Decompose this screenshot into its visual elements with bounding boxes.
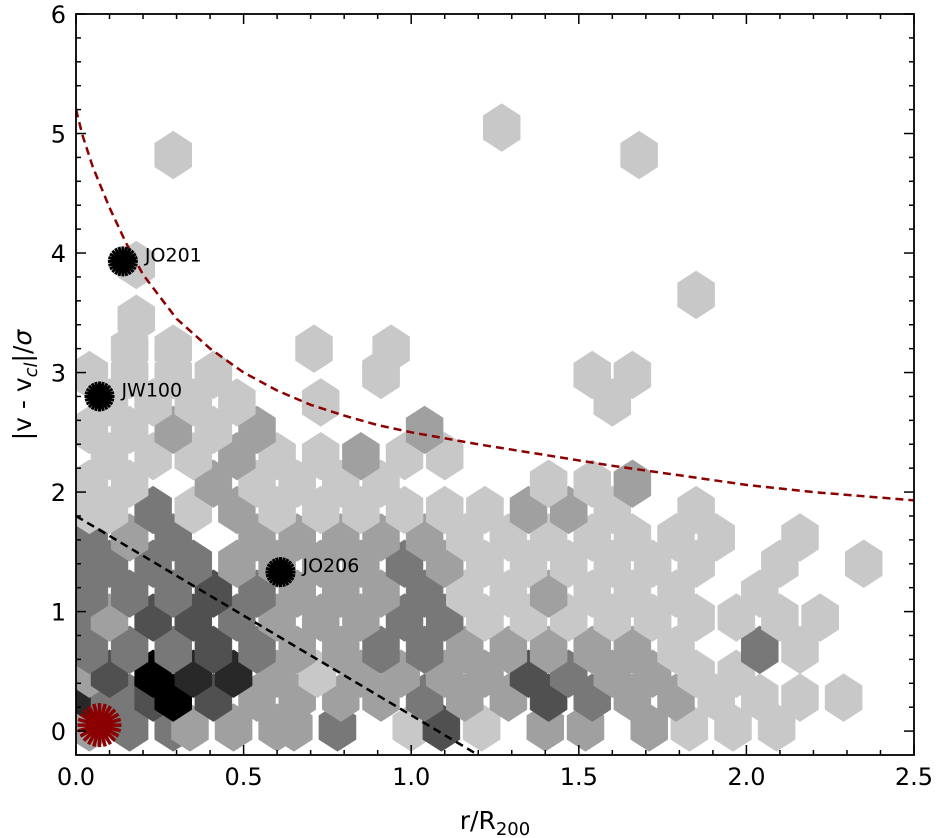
y-tick-label: 2: [51, 479, 66, 507]
hexbin-cell: [405, 405, 444, 455]
plot-frame: [75, 13, 915, 756]
x-tick-label: 2.0: [727, 763, 765, 791]
galaxy-marker-ray: [108, 256, 138, 267]
hexbin-cell: [301, 432, 340, 481]
escape-velocity-curve: [76, 109, 914, 502]
hexbin-cell: [573, 350, 611, 400]
y-tick-label: 6: [51, 1, 66, 29]
hexbin-cell: [529, 459, 568, 508]
hexbin-cell: [801, 593, 839, 642]
x-axis-label: r/R200: [460, 806, 530, 838]
hexbin-cell: [781, 513, 819, 562]
hexbin-cell: [342, 432, 380, 481]
x-tick-label: 1.5: [560, 763, 598, 791]
galaxy-label: JO206: [301, 555, 359, 577]
galaxy-marker: [77, 703, 122, 748]
y-tick-label: 0: [51, 718, 66, 746]
hexbin-cells: [76, 103, 883, 752]
galaxy-markers: JO201 JW100 JO206: [77, 244, 359, 748]
hexbin-cell: [620, 130, 658, 180]
x-tick-label: 0.5: [225, 763, 263, 791]
hexbin-cell: [117, 294, 156, 343]
y-tick-labels: 0 1 2 3 4 5 6: [51, 1, 66, 746]
hexbin-cell: [425, 485, 464, 535]
galaxy-label: JO201: [144, 244, 202, 266]
y-tick-label: 1: [51, 599, 66, 627]
x-tick-labels: 0.0 0.5 1.0 1.5 2.0 2.5: [57, 763, 933, 791]
x-tick-label: 0.0: [57, 763, 95, 791]
hexbin-cell: [466, 485, 504, 535]
hexbin-cell: [301, 378, 340, 427]
galaxy-marker: [107, 246, 138, 277]
x-tick-label: 1.0: [392, 763, 430, 791]
hexbin-cell: [362, 348, 400, 397]
galaxy-marker-ray: [265, 566, 296, 578]
y-tick-label: 4: [51, 240, 66, 268]
hexbin-cell: [677, 270, 715, 320]
hexbin-cell: [677, 485, 715, 535]
galaxy-marker: [265, 557, 296, 588]
galaxy-marker: [84, 381, 115, 412]
y-tick-label: 3: [51, 360, 66, 388]
hexbin-cell: [295, 324, 333, 373]
hexbin-cell: [154, 130, 192, 180]
hexbin-cell: [844, 539, 883, 588]
hexbin-cell: [482, 103, 521, 152]
x-tick-label: 2.5: [895, 763, 933, 791]
hexbin-cell: [573, 459, 611, 508]
hexbin-cell: [613, 350, 652, 400]
galaxy-marker-ray: [84, 391, 115, 402]
hexbin-cell: [781, 673, 819, 722]
galaxy-marker-ray: [77, 717, 122, 733]
y-axis-label: |v - vcl|/σ: [8, 329, 42, 441]
hexbin-cell: [154, 324, 192, 373]
axis-ticks: [75, 13, 915, 755]
y-tick-label: 5: [51, 121, 66, 149]
galaxy-label: JW100: [120, 379, 182, 401]
hexbin-cell: [824, 673, 863, 722]
